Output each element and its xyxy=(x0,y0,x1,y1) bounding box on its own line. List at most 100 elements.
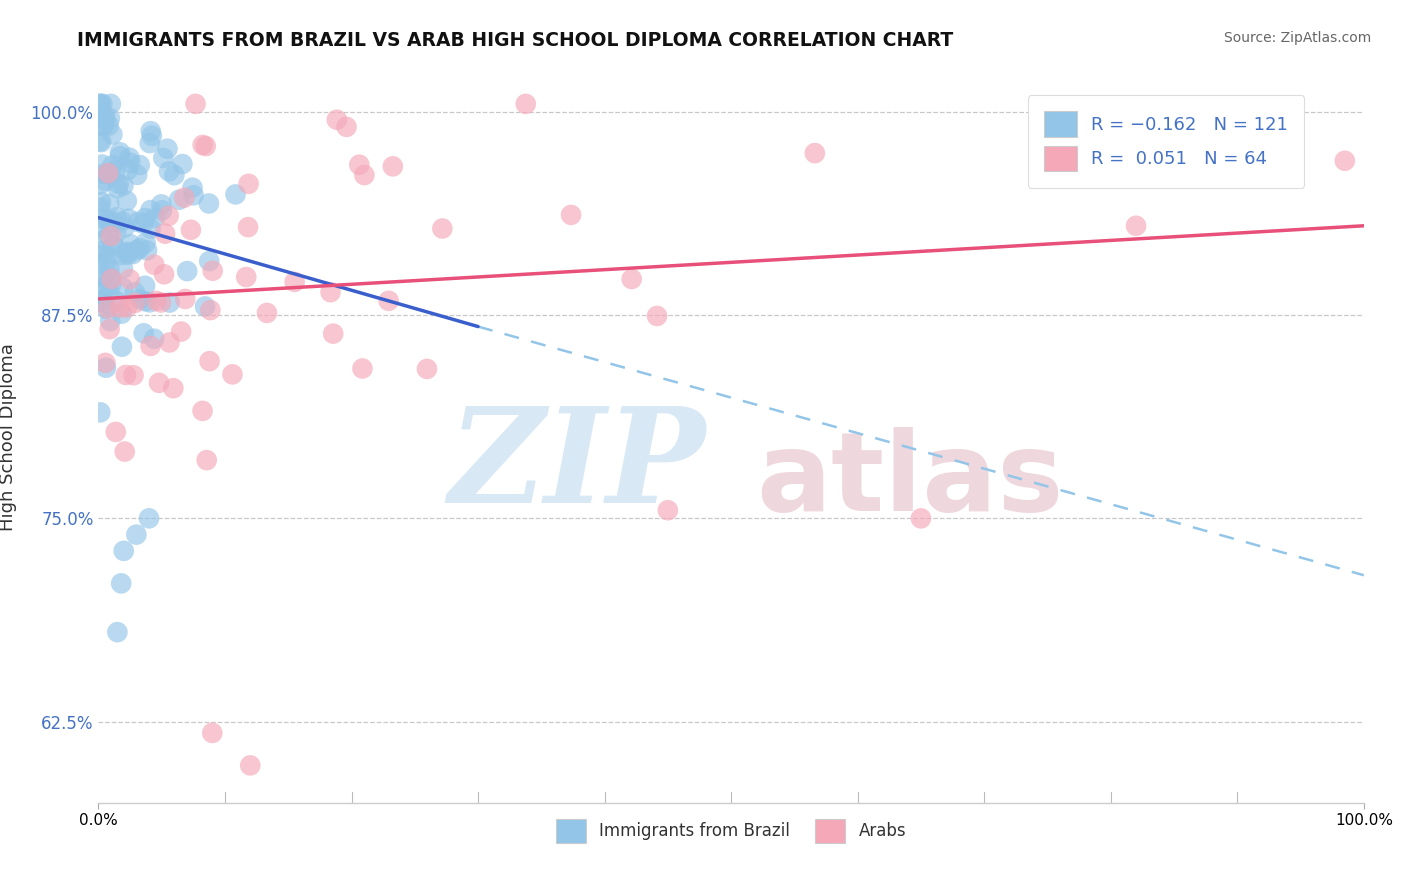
Point xyxy=(153,227,176,241)
Point xyxy=(90,194,112,209)
Point xyxy=(174,292,197,306)
Point xyxy=(157,209,180,223)
Point xyxy=(89,134,111,148)
Point xyxy=(110,248,132,262)
Point xyxy=(121,247,143,261)
Point xyxy=(108,301,131,315)
Point xyxy=(143,258,166,272)
Point xyxy=(91,244,114,258)
Point xyxy=(103,237,125,252)
Point xyxy=(111,340,134,354)
Point xyxy=(115,194,138,208)
Point xyxy=(138,511,160,525)
Point xyxy=(94,112,117,126)
Point xyxy=(134,294,156,309)
Point xyxy=(90,135,112,149)
Point xyxy=(108,149,131,163)
Point xyxy=(97,212,120,227)
Point xyxy=(105,226,128,240)
Point xyxy=(162,381,184,395)
Point xyxy=(319,285,342,300)
Point xyxy=(98,196,121,211)
Point xyxy=(94,110,117,124)
Point xyxy=(104,163,127,178)
Point xyxy=(94,356,117,370)
Point xyxy=(238,177,260,191)
Point xyxy=(107,625,129,640)
Point xyxy=(98,314,121,328)
Point xyxy=(124,295,146,310)
Point xyxy=(98,262,121,277)
Point xyxy=(93,271,115,285)
Point xyxy=(115,301,138,315)
Point xyxy=(657,503,679,517)
Point xyxy=(176,264,198,278)
Point xyxy=(284,275,307,289)
Point xyxy=(117,248,139,262)
Point xyxy=(91,157,114,171)
Text: ZIP: ZIP xyxy=(449,401,706,531)
Point xyxy=(117,211,139,226)
Point xyxy=(143,332,166,346)
Point xyxy=(96,167,118,181)
Point xyxy=(94,174,117,188)
Point xyxy=(173,191,195,205)
Point xyxy=(97,228,120,243)
Point xyxy=(89,211,111,226)
Point xyxy=(112,178,135,193)
Point xyxy=(94,254,117,268)
Y-axis label: High School Diploma: High School Diploma xyxy=(0,343,17,531)
Point xyxy=(145,293,167,308)
Point xyxy=(194,300,217,314)
Point xyxy=(90,96,112,111)
Point xyxy=(105,294,128,309)
Point xyxy=(141,128,163,143)
Point xyxy=(117,162,139,177)
Point xyxy=(101,214,124,228)
Point xyxy=(101,128,124,142)
Point xyxy=(118,151,141,165)
Point xyxy=(89,96,111,111)
Point xyxy=(236,220,259,235)
Point xyxy=(326,112,349,127)
Text: atlas: atlas xyxy=(756,427,1064,534)
Point xyxy=(184,96,207,111)
Point xyxy=(134,211,156,225)
Point xyxy=(127,168,149,182)
Point xyxy=(200,303,222,318)
Point xyxy=(157,164,180,178)
Point xyxy=(90,268,112,282)
Point xyxy=(98,111,121,125)
Point xyxy=(122,368,145,383)
Point xyxy=(163,168,186,182)
Point xyxy=(118,272,141,286)
Point xyxy=(352,361,374,376)
Point xyxy=(377,293,399,308)
Legend: Immigrants from Brazil, Arabs: Immigrants from Brazil, Arabs xyxy=(550,813,912,849)
Point xyxy=(112,544,135,558)
Point xyxy=(93,296,115,310)
Point xyxy=(1333,153,1355,168)
Point xyxy=(150,295,173,310)
Point xyxy=(101,158,124,172)
Point xyxy=(94,301,117,316)
Point xyxy=(89,178,111,192)
Point xyxy=(172,157,194,171)
Point xyxy=(191,137,214,152)
Point xyxy=(191,404,214,418)
Point xyxy=(138,136,160,150)
Point xyxy=(159,335,181,350)
Point xyxy=(91,248,114,262)
Point xyxy=(381,159,404,173)
Point xyxy=(91,119,114,133)
Point xyxy=(124,285,146,300)
Point xyxy=(111,261,134,276)
Point xyxy=(167,193,190,207)
Point xyxy=(107,177,129,191)
Point xyxy=(221,368,243,382)
Point xyxy=(136,244,159,258)
Point xyxy=(100,272,122,286)
Point xyxy=(195,453,218,467)
Point xyxy=(180,223,202,237)
Point xyxy=(353,168,375,182)
